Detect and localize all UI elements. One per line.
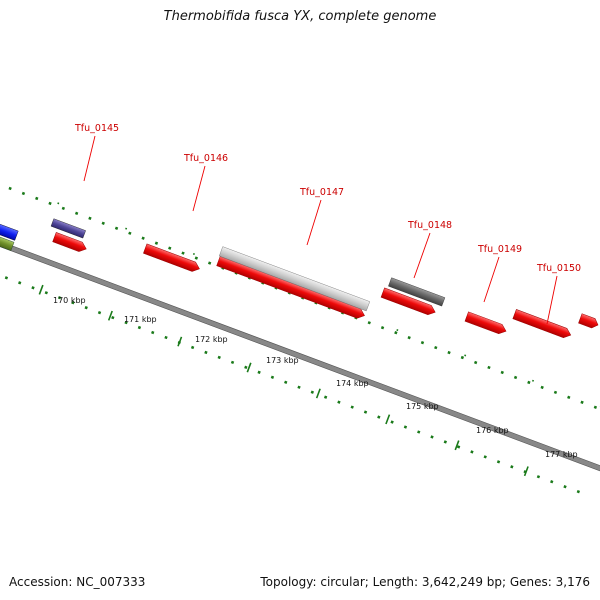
gene-feature[interactable] (0, 234, 15, 251)
gene-feature[interactable] (52, 232, 88, 253)
gene-feature[interactable] (143, 243, 201, 274)
gene-feature[interactable] (578, 313, 599, 330)
genome-summary-text: Topology: circular; Length: 3,642,249 bp… (260, 575, 590, 589)
scale-label: 175 kbp (406, 402, 439, 411)
genome-backbone (0, 169, 600, 490)
gene-track-other[interactable] (0, 86, 600, 472)
scale-major-ticks (38, 284, 529, 477)
scale-label: 176 kbp (476, 426, 509, 435)
gene-feature[interactable] (218, 246, 371, 312)
gene-feature[interactable] (380, 287, 437, 317)
outer-tick-row (0, 179, 600, 416)
gene-feature[interactable] (0, 220, 19, 241)
scale-labels: 170 kbp 171 kbp 172 kbp 173 kbp 174 kbp … (53, 296, 578, 459)
gene-feature[interactable] (216, 256, 367, 320)
scale-label: 177 kbp (545, 450, 578, 459)
accession-text: Accession: NC_007333 (9, 575, 146, 589)
gene-feature[interactable] (464, 311, 508, 336)
scale-label: 172 kbp (195, 335, 228, 344)
scale-label: 170 kbp (53, 296, 86, 305)
gene-label-tfu-0149[interactable]: Tfu_0149 (477, 244, 522, 255)
scale-label: 174 kbp (336, 379, 369, 388)
gene-label-tfu-0147[interactable]: Tfu_0147 (299, 187, 344, 198)
gene-track-forward[interactable] (52, 119, 600, 444)
gene-feature[interactable] (50, 218, 86, 239)
gene-label-tfu-0145[interactable]: Tfu_0145 (74, 123, 119, 134)
map-title: Thermobifida fusca YX, complete genome (163, 9, 437, 24)
scale-label: 173 kbp (266, 356, 299, 365)
gene-label-tfu-0148[interactable]: Tfu_0148 (407, 220, 452, 231)
gene-labels[interactable]: Tfu_0145 Tfu_0146 Tfu_0147 Tfu_0148 Tfu_… (74, 123, 581, 325)
gene-label-tfu-0150[interactable]: Tfu_0150 (536, 263, 581, 274)
scale-label: 171 kbp (124, 315, 157, 324)
gene-label-tfu-0146[interactable]: Tfu_0146 (183, 153, 228, 164)
gene-feature[interactable] (512, 309, 573, 339)
gene-feature[interactable] (388, 277, 446, 307)
